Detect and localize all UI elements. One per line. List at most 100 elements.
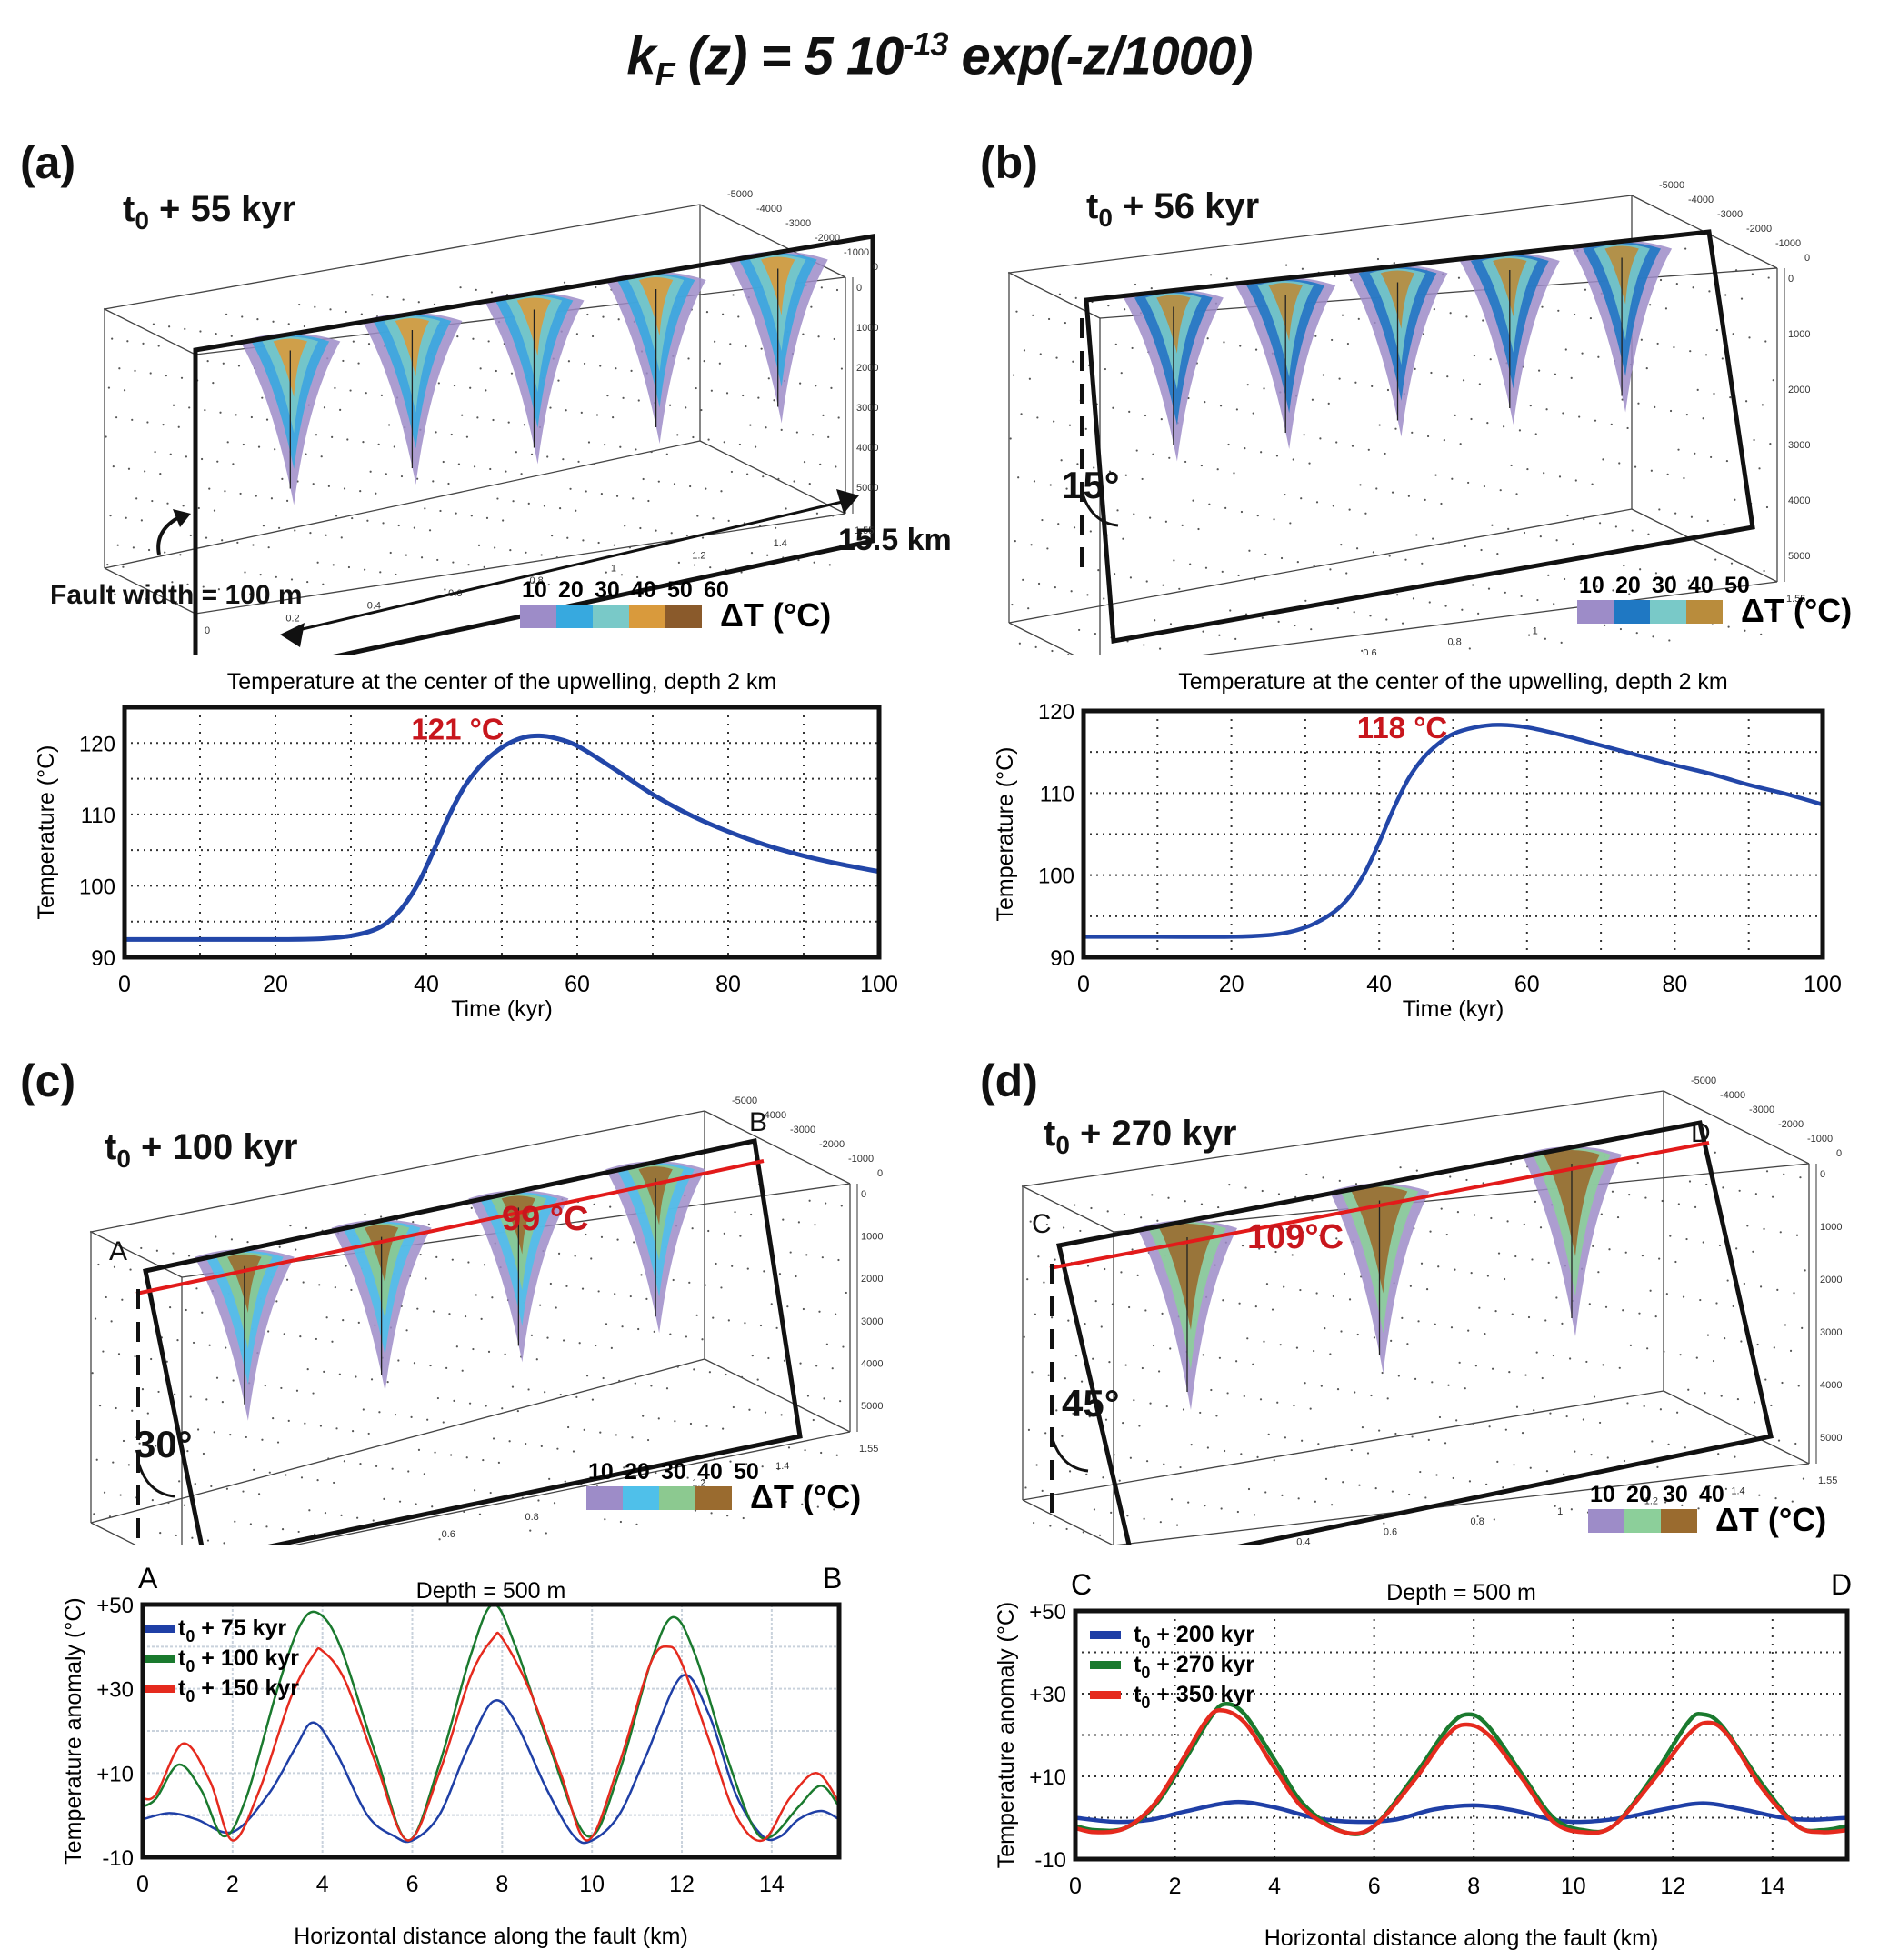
grid-dot — [817, 335, 820, 338]
grid-dot — [1393, 262, 1395, 265]
grid-dot — [1135, 449, 1138, 452]
grid-dot — [670, 532, 673, 535]
grid-dot — [1581, 352, 1584, 355]
grid-dot — [357, 1321, 360, 1324]
along-strike-tick-label: 0.6 — [1363, 647, 1376, 655]
grid-dot — [803, 461, 806, 464]
grid-dot — [551, 535, 554, 537]
grid-dot — [1595, 585, 1598, 588]
along-strike-tick-label: 1.55 — [855, 525, 874, 536]
grid-dot — [634, 1382, 636, 1385]
colorbar-tick: 30 — [1652, 573, 1677, 598]
plot-frame — [140, 1602, 842, 1860]
grid-dot — [1449, 1175, 1452, 1178]
grid-dot — [1777, 1439, 1781, 1442]
grid-dot — [1712, 1359, 1715, 1363]
grid-dot — [1470, 417, 1473, 421]
grid-dot — [1610, 423, 1613, 425]
grid-dot — [379, 1215, 383, 1218]
x-tick-label: 80 — [1662, 972, 1687, 997]
grid-dot — [172, 1252, 175, 1255]
3d-block-diagram-b: 01000200030004000500000.20.40.60.811.21.… — [1007, 180, 1852, 655]
grid-dot — [1572, 543, 1574, 545]
grid-dot — [1055, 356, 1058, 359]
across-tick-label: -1000 — [844, 247, 869, 258]
grid-dot — [239, 492, 242, 495]
grid-dot — [672, 1278, 675, 1282]
grid-dot — [521, 1496, 524, 1499]
grid-dot — [492, 418, 495, 422]
grid-dot — [151, 1499, 154, 1502]
grid-dot — [1111, 1303, 1114, 1305]
grid-dot — [1315, 501, 1319, 504]
grid-dot — [501, 1407, 504, 1410]
depth-tick-label: 4000 — [861, 1358, 883, 1369]
grid-dot — [712, 517, 715, 520]
grid-dot — [1684, 1446, 1686, 1449]
grid-dot — [206, 360, 209, 363]
grid-dot — [832, 515, 835, 517]
grid-dot — [1067, 1319, 1070, 1322]
time-sub: 0 — [116, 1145, 131, 1173]
grid-dot — [808, 1199, 811, 1202]
grid-dot — [168, 325, 171, 328]
grid-dot — [1484, 1332, 1486, 1335]
grid-dot — [405, 554, 407, 556]
grid-dot — [777, 1467, 780, 1471]
grid-dot — [389, 551, 392, 555]
grid-dot — [1304, 1382, 1306, 1385]
grid-dot — [377, 443, 380, 445]
grid-dot — [1623, 1459, 1626, 1463]
grid-dot — [202, 1452, 205, 1455]
grid-dot — [691, 1227, 694, 1230]
grid-dot — [1144, 1309, 1147, 1312]
colorbar-swatch — [665, 605, 702, 628]
box-edge — [195, 513, 846, 615]
grid-dot — [154, 450, 156, 454]
box-edge — [1631, 508, 1778, 583]
grid-dot — [1558, 475, 1562, 478]
grid-dot — [1029, 1220, 1032, 1223]
grid-dot — [1566, 514, 1569, 517]
grid-dot — [319, 1425, 323, 1427]
grid-dot — [485, 1405, 487, 1407]
grid-dot — [250, 415, 253, 419]
grid-dot — [1123, 1213, 1126, 1215]
grid-dot — [267, 1330, 270, 1333]
grid-dot — [1502, 1486, 1504, 1489]
y-tick-label: +10 — [1029, 1765, 1066, 1790]
grid-dot — [436, 558, 439, 562]
grid-dot — [300, 1476, 304, 1479]
along-strike-tick-label: 1.55 — [1818, 1475, 1837, 1486]
grid-dot — [176, 1339, 179, 1342]
grid-dot — [394, 1413, 397, 1416]
grid-dot — [1151, 1194, 1154, 1196]
grid-dot — [655, 1471, 657, 1475]
grid-dot — [170, 1447, 173, 1450]
grid-dot — [1513, 1464, 1515, 1466]
grid-dot — [1710, 455, 1713, 459]
grid-dot — [632, 497, 635, 500]
box-edge — [90, 1522, 138, 1545]
grid-dot — [1486, 422, 1489, 425]
grid-dot — [623, 1466, 625, 1469]
grid-dot — [1683, 476, 1685, 480]
grid-dot — [111, 337, 114, 340]
grid-dot — [1590, 1453, 1593, 1456]
grid-dot — [785, 507, 787, 510]
grid-dot — [1022, 578, 1024, 581]
grid-dot — [1346, 342, 1350, 345]
along-strike-tick-label: 1.4 — [775, 1461, 789, 1472]
grid-dot — [549, 406, 552, 409]
grid-dot — [597, 541, 600, 545]
grid-dot — [429, 1364, 432, 1367]
grid-dot — [338, 1373, 341, 1375]
grid-dot — [146, 421, 149, 424]
chart-anomaly-c: Depth = 500 m0 2 4 6 8 10 12 14-10+10+30+50Hori… — [61, 1562, 842, 1949]
grid-dot — [1027, 607, 1030, 610]
grid-dot — [129, 1268, 132, 1271]
title-k: k — [626, 26, 655, 86]
grid-dot — [1723, 523, 1725, 526]
grid-dot — [1072, 1412, 1074, 1415]
grid-dot — [465, 1456, 468, 1459]
